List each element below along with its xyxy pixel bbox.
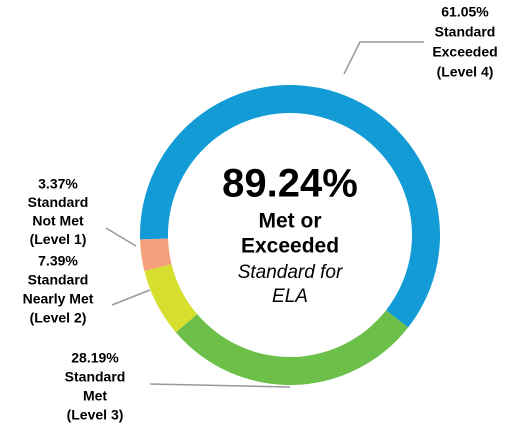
donut-segment bbox=[144, 264, 198, 333]
category-label: Standard bbox=[28, 194, 89, 210]
center-subtext: Standard for bbox=[238, 262, 343, 283]
category-label: (Level 1) bbox=[30, 231, 87, 247]
donut-segment bbox=[140, 85, 440, 328]
donut-segment bbox=[140, 238, 172, 271]
category-label: Standard bbox=[435, 24, 496, 40]
leader-line bbox=[105, 227, 137, 247]
value-label: 3.37% bbox=[38, 176, 78, 192]
category-label: Not Met bbox=[32, 213, 84, 229]
category-label: (Level 4) bbox=[437, 64, 494, 80]
value-label: 28.19% bbox=[71, 350, 119, 366]
value-label: 7.39% bbox=[38, 253, 78, 269]
center-text: Exceeded bbox=[241, 235, 339, 258]
donut-segment bbox=[175, 310, 409, 386]
category-label: Standard bbox=[28, 272, 89, 288]
leader-line bbox=[343, 41, 424, 75]
leader-line bbox=[111, 289, 151, 306]
category-label: Exceeded bbox=[432, 44, 497, 60]
category-label: Nearly Met bbox=[23, 291, 94, 307]
category-label: (Level 2) bbox=[30, 310, 87, 326]
leader-lines bbox=[105, 41, 424, 388]
category-label: Met bbox=[83, 388, 107, 404]
center-text: Met or bbox=[259, 210, 322, 233]
value-label: 61.05% bbox=[441, 4, 489, 20]
center-subtext: ELA bbox=[272, 286, 308, 307]
leader-line bbox=[149, 383, 291, 388]
category-label: (Level 3) bbox=[67, 407, 124, 423]
category-label: Standard bbox=[65, 369, 126, 385]
center-value: 89.24% bbox=[222, 162, 358, 206]
